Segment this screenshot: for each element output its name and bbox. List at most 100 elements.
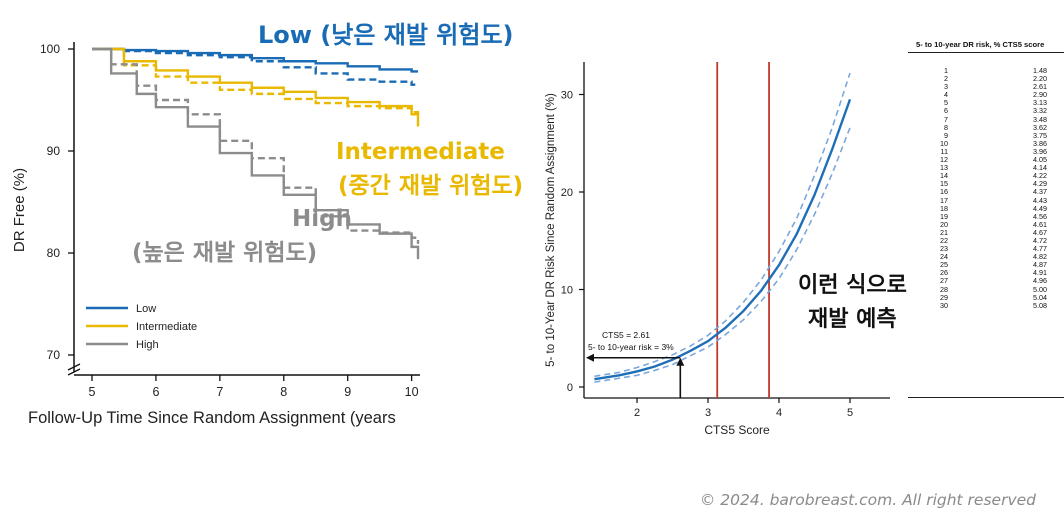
cts5-y-tick-label: 30 — [561, 90, 573, 102]
table-cell-risk: 4.56 — [1033, 211, 1047, 221]
table-cell-risk: 4.29 — [1033, 179, 1047, 189]
table-cell-risk: 1.48 — [1033, 66, 1047, 75]
table-cell-score: 22 — [940, 235, 948, 245]
table-cell-score: 28 — [940, 284, 948, 294]
table-row: 29 5.04 — [908, 292, 1064, 302]
table-row: 2 2.20 — [908, 74, 1064, 84]
table-cell-score: 11 — [940, 146, 948, 156]
table-row: 5 3.13 — [908, 98, 1064, 108]
km-axes: 70 80 90 100 5 6 7 8 9 10 — [40, 42, 420, 399]
km-series-low-dashed — [92, 47, 420, 86]
table-cell-risk: 4.49 — [1033, 203, 1047, 213]
cts5-risk-curve — [594, 98, 852, 381]
table-row: 13 4.14 — [908, 163, 1064, 173]
table-row: 14 4.22 — [908, 171, 1064, 180]
table-cell-score: 12 — [940, 155, 948, 165]
cts5-x-tick-label: 3 — [705, 407, 711, 419]
table-cell-risk: 4.72 — [1033, 235, 1047, 245]
table-row: 28 5.00 — [908, 284, 1064, 294]
cts5-arrowhead-left — [586, 353, 594, 362]
table-cell-score: 20 — [940, 219, 948, 229]
table-cell-risk: 5.04 — [1033, 292, 1047, 302]
table-cell-risk: 4.96 — [1033, 276, 1047, 286]
km-x-tick-label: 7 — [216, 385, 223, 399]
legend-label-high: High — [136, 339, 159, 351]
annotation-intermediate: Intermediate — [336, 139, 505, 165]
annotation-predict-line1: 이런 식으로 — [798, 273, 907, 298]
table-row: 18 4.49 — [908, 203, 1064, 213]
table-cell-risk: 3.96 — [1033, 146, 1047, 156]
table-top-rule — [908, 52, 1064, 53]
table-cell-risk: 4.61 — [1033, 219, 1047, 229]
table-cell-risk: 5.00 — [1033, 284, 1047, 294]
table-cell-score: 18 — [940, 203, 948, 213]
table-row: 10 3.86 — [908, 138, 1064, 148]
km-y-tick-label: 100 — [40, 42, 60, 56]
table-cell-score: 21 — [940, 227, 948, 237]
cts5-x-tick-label: 4 — [776, 407, 782, 419]
copyright-notice: © 2024. barobreast.com. All right reserv… — [699, 491, 1036, 509]
cts5-risk-table: 5- to 10-year DR risk, % CTS5 score 1 1.4… — [908, 38, 1064, 398]
table-row: 20 4.61 — [908, 219, 1064, 229]
cts5-y-axis-label: 5- to 10-Year DR Risk Since Random Assig… — [545, 93, 557, 367]
table-cell-score: 19 — [940, 211, 948, 221]
km-series-high-dashed — [92, 47, 420, 244]
table-cell-risk: 2.20 — [1033, 74, 1047, 84]
cts5-axes: 0 10 20 30 2 3 4 5 — [561, 62, 890, 419]
km-y-tick-label: 90 — [47, 144, 61, 158]
table-cell-risk: 4.87 — [1033, 260, 1047, 270]
table-cell-risk: 3.62 — [1033, 122, 1047, 132]
table-row: 4 2.90 — [908, 90, 1064, 99]
km-axis-break — [67, 363, 81, 376]
table-cell-score: 25 — [940, 260, 948, 270]
table-row: 26 4.91 — [908, 268, 1064, 278]
km-x-tick-label: 5 — [89, 385, 96, 399]
legend-label-intermediate: Intermediate — [136, 321, 197, 333]
table-row: 8 3.62 — [908, 122, 1064, 132]
table-row: 25 4.87 — [908, 260, 1064, 270]
table-row: 3 2.61 — [908, 82, 1064, 92]
table-cell-score: 2 — [944, 74, 948, 84]
table-cell-score: 9 — [944, 130, 948, 140]
table-body: 1 1.48 2 2.20 3 2.61 4 2.90 5 3.13 6 3.32 7 3.48 8 3.62… — [908, 66, 1064, 310]
table-cell-risk: 3.86 — [1033, 138, 1047, 148]
cts5-series-group — [594, 72, 852, 383]
table-cell-score: 27 — [940, 276, 948, 286]
table-cell-risk: 2.61 — [1033, 82, 1047, 92]
km-series-group — [92, 47, 420, 260]
table-cell-score: 8 — [944, 122, 948, 132]
km-series-low-solid — [92, 47, 418, 73]
cts5-example-annotation: CTS5 = 2.61 5- to 10-year risk = 3% — [586, 330, 685, 398]
km-series-high-solid — [92, 47, 420, 260]
table-bottom-rule — [908, 397, 1064, 398]
table-cell-score: 3 — [944, 82, 948, 92]
table-row: 1 1.48 — [908, 66, 1064, 75]
km-x-tick-label: 8 — [280, 385, 287, 399]
table-cell-score: 16 — [940, 187, 948, 197]
table-row: 11 3.96 — [908, 146, 1064, 156]
table-row: 15 4.29 — [908, 179, 1064, 189]
cts5-x-axis-label: CTS5 Score — [704, 423, 770, 437]
table-row: 27 4.96 — [908, 276, 1064, 286]
table-cell-score: 10 — [940, 138, 948, 148]
table-cell-score: 5 — [944, 98, 948, 108]
annotation-intermediate-korean: (중간 재발 위험도) — [338, 173, 523, 199]
table-cell-score: 26 — [940, 268, 948, 278]
table-cell-risk: 3.75 — [1033, 130, 1047, 140]
km-x-axis-label: Follow-Up Time Since Random Assignment (… — [28, 409, 396, 427]
annotation-high-korean: (높은 재발 위험도) — [132, 240, 317, 266]
cts5-confidence-band — [594, 72, 851, 378]
table-cell-risk: 4.05 — [1033, 155, 1047, 165]
table-row: 30 5.08 — [908, 301, 1064, 310]
table-cell-risk: 4.14 — [1033, 163, 1047, 173]
table-cell-risk: 3.48 — [1033, 114, 1047, 124]
table-row: 23 4.77 — [908, 244, 1064, 253]
table-row: 19 4.56 — [908, 211, 1064, 221]
table-header: 5- to 10-year DR risk, % CTS5 score — [916, 40, 1045, 49]
table-cell-risk: 4.91 — [1033, 268, 1047, 278]
table-cell-score: 15 — [940, 179, 948, 189]
table-cell-score: 17 — [940, 195, 948, 205]
km-y-tick-label: 70 — [47, 348, 61, 362]
table-cell-score: 1 — [944, 66, 948, 75]
table-cell-risk: 4.37 — [1033, 187, 1047, 197]
